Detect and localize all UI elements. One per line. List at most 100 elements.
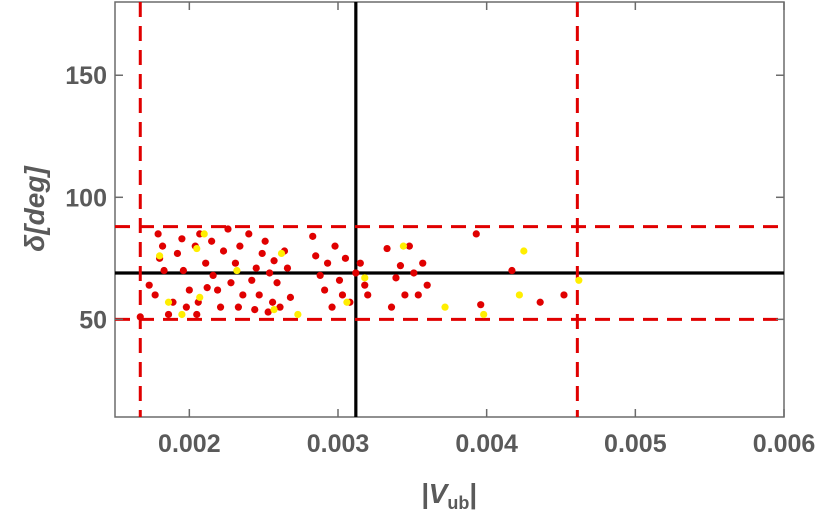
data-point — [160, 266, 168, 275]
data-point — [209, 271, 217, 280]
y-tick-label: 100 — [65, 184, 107, 212]
data-point — [328, 303, 336, 311]
x-tick-label: 0.005 — [604, 430, 667, 458]
data-point — [364, 291, 372, 299]
data-point — [392, 274, 400, 282]
plot-frame — [114, 1, 785, 418]
data-point — [316, 271, 324, 280]
data-point — [276, 303, 284, 311]
data-point — [151, 291, 159, 299]
data-point — [227, 279, 235, 287]
data-point — [356, 259, 364, 267]
reference-lines — [115, 2, 784, 417]
data-point — [401, 291, 409, 299]
data-point — [405, 242, 413, 250]
data-point — [173, 249, 182, 258]
data-point — [245, 230, 253, 238]
data-point — [361, 274, 369, 282]
data-point — [352, 269, 360, 277]
x-tick-label: 0.004 — [455, 430, 518, 458]
data-point — [248, 276, 256, 284]
data-point — [286, 293, 295, 301]
data-point — [508, 266, 516, 275]
data-point — [396, 262, 405, 270]
data-point — [154, 230, 162, 238]
data-point — [335, 276, 344, 284]
data-point — [196, 293, 204, 301]
x-tick-label: 0.006 — [753, 430, 816, 458]
data-point — [266, 269, 274, 277]
data-point — [200, 230, 208, 238]
data-point — [560, 291, 568, 299]
data-point — [224, 225, 232, 233]
data-point — [251, 305, 259, 314]
data-point — [472, 230, 480, 238]
data-point — [258, 249, 266, 258]
data-point — [270, 305, 278, 314]
data-point — [277, 249, 286, 258]
data-point — [213, 286, 222, 294]
data-point — [219, 247, 228, 255]
data-point — [239, 291, 247, 299]
data-point — [193, 244, 201, 253]
y-tick-label: 150 — [65, 62, 107, 90]
data-point — [178, 310, 186, 319]
data-point — [536, 298, 544, 306]
data-point — [312, 252, 320, 260]
data-point — [185, 286, 193, 294]
data-point — [158, 242, 167, 250]
data-point — [321, 286, 329, 294]
data-point — [477, 301, 485, 309]
data-point — [252, 264, 260, 272]
data-point — [480, 310, 488, 319]
data-point — [341, 254, 350, 262]
data-point — [178, 235, 186, 243]
data-point — [283, 264, 292, 272]
data-point — [216, 303, 225, 311]
data-point — [156, 252, 164, 260]
data-point — [309, 232, 317, 240]
x-tick-label: 0.003 — [307, 430, 370, 458]
x-axis-ticks: 0.002 0.003 0.004 0.005 0.006 — [158, 2, 815, 458]
data-point — [383, 244, 391, 253]
data-point — [270, 257, 278, 265]
data-point — [193, 310, 201, 319]
data-point — [338, 291, 347, 299]
data-point — [208, 237, 216, 245]
data-point — [261, 237, 269, 245]
data-point — [145, 281, 153, 289]
x-axis-label: |Vub| — [421, 478, 477, 513]
data-point — [323, 259, 332, 267]
y-axis-label: δ[deg] — [19, 165, 50, 252]
data-point — [203, 284, 211, 292]
data-point — [515, 291, 523, 299]
data-point — [399, 242, 408, 250]
data-points — [136, 225, 583, 321]
data-point — [387, 303, 396, 311]
data-point — [520, 247, 528, 255]
data-point — [343, 298, 351, 306]
data-point — [419, 259, 427, 267]
data-point — [414, 291, 422, 299]
data-point — [410, 269, 418, 277]
data-point — [136, 313, 144, 321]
data-point — [273, 279, 281, 287]
data-point — [164, 310, 173, 319]
data-point — [264, 308, 272, 316]
data-point — [164, 298, 173, 306]
data-point — [268, 298, 277, 306]
data-point — [202, 259, 210, 267]
data-point — [423, 281, 431, 289]
y-axis-ticks: 50 100 150 — [65, 62, 784, 334]
data-point — [233, 266, 241, 275]
data-point — [294, 310, 302, 319]
data-point — [575, 276, 583, 284]
data-point — [331, 242, 339, 250]
data-point — [236, 242, 244, 250]
data-point — [255, 291, 263, 299]
data-point — [182, 303, 190, 311]
x-tick-label: 0.002 — [158, 430, 221, 458]
y-tick-label: 50 — [79, 306, 107, 334]
